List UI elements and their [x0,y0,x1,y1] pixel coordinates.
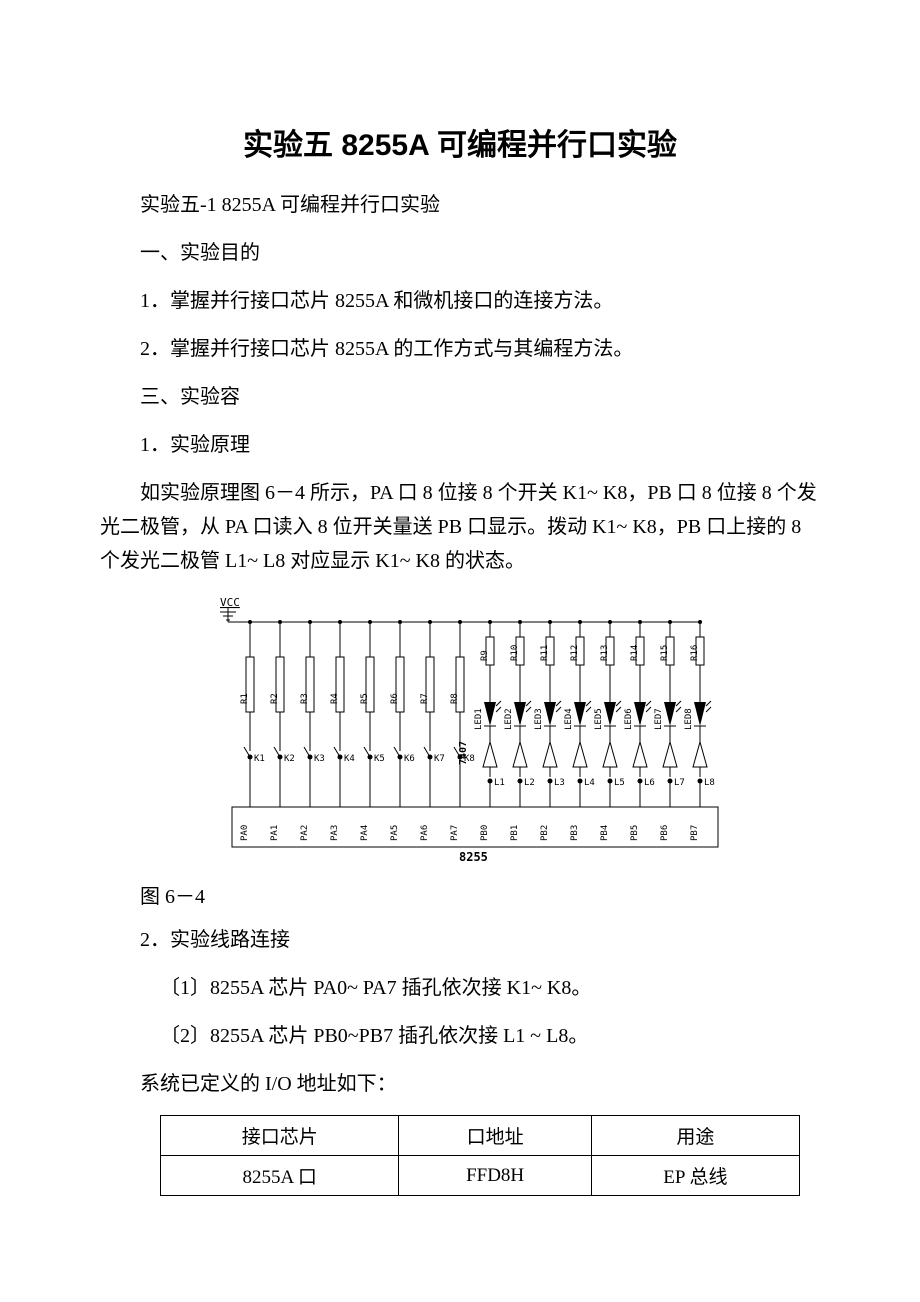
svg-text:R8: R8 [450,693,460,704]
io-address-table: 接口芯片 口地址 用途 8255A 口 FFD8H EP 总线 [160,1115,800,1196]
svg-text:7407: 7407 [458,741,469,765]
svg-text:PB7: PB7 [690,825,700,841]
io-address-intro: 系统已定义的 I/O 地址如下： [100,1067,820,1101]
svg-text:PB5: PB5 [630,825,640,841]
svg-text:PA3: PA3 [330,825,340,841]
svg-text:R9: R9 [480,650,490,661]
svg-text:K3: K3 [314,754,325,764]
svg-text:R6: R6 [390,693,400,704]
table-row: 8255A 口 FFD8H EP 总线 [161,1156,800,1196]
table-cell: EP 总线 [591,1156,799,1196]
svg-text:PA2: PA2 [300,825,310,841]
svg-text:PA4: PA4 [360,825,370,841]
subtitle: 实验五-1 8255A 可编程并行口实验 [100,188,820,222]
svg-text:LED7: LED7 [654,708,664,730]
svg-text:R13: R13 [600,645,610,661]
svg-text:R1: R1 [240,693,250,704]
svg-text:L5: L5 [614,778,625,788]
svg-text:LED6: LED6 [624,708,634,730]
svg-text:R2: R2 [270,693,280,704]
svg-text:LED2: LED2 [504,708,514,730]
svg-text:PA0: PA0 [240,825,250,841]
svg-text:LED3: LED3 [534,708,544,730]
svg-text:K7: K7 [434,754,445,764]
svg-text:PB4: PB4 [600,825,610,841]
svg-text:PB2: PB2 [540,825,550,841]
svg-text:PB6: PB6 [660,825,670,841]
figure-caption: 图 6－4 [100,880,820,909]
svg-text:K4: K4 [344,754,355,764]
principle-paragraph: 如实验原理图 6－4 所示，PA 口 8 位接 8 个开关 K1~ K8，PB … [100,476,820,578]
svg-text:R15: R15 [660,645,670,661]
svg-text:PB0: PB0 [480,825,490,841]
svg-text:L7: L7 [674,778,685,788]
table-header-row: 接口芯片 口地址 用途 [161,1116,800,1156]
heading-wiring: 2．实验线路连接 [100,923,820,957]
svg-text:PB1: PB1 [510,825,520,841]
page-title: 实验五 8255A 可编程并行口实验 [100,120,820,164]
table-cell: 8255A 口 [161,1156,399,1196]
svg-text:L2: L2 [524,778,535,788]
svg-text:K6: K6 [404,754,415,764]
svg-text:PA6: PA6 [420,825,430,841]
svg-text:R16: R16 [690,645,700,661]
content-item-1: 1．实验原理 [100,428,820,462]
svg-text:R12: R12 [570,645,580,661]
purpose-item-2: 2．掌握并行接口芯片 8255A 的工作方式与其编程方法。 [100,332,820,366]
svg-text:L8: L8 [704,778,715,788]
table-cell: FFD8H [399,1156,591,1196]
svg-text:L4: L4 [584,778,595,788]
wiring-item-1: 〔1〕8255A 芯片 PA0~ PA7 插孔依次接 K1~ K8。 [100,971,820,1005]
svg-text:PA1: PA1 [270,825,280,841]
svg-text:8255: 8255 [459,850,488,864]
svg-text:R4: R4 [330,693,340,704]
table-header-cell: 口地址 [399,1116,591,1156]
heading-purpose: 一、实验目的 [100,236,820,270]
svg-text:R11: R11 [540,645,550,661]
svg-text:K5: K5 [374,754,385,764]
purpose-item-1: 1．掌握并行接口芯片 8255A 和微机接口的连接方法。 [100,284,820,318]
svg-text:LED5: LED5 [594,708,604,730]
svg-text:R3: R3 [300,693,310,704]
svg-text:R5: R5 [360,693,370,704]
svg-text:R10: R10 [510,645,520,661]
svg-text:LED4: LED4 [564,708,574,730]
svg-text:K1: K1 [254,754,265,764]
heading-content: 三、实验容 [100,380,820,414]
svg-text:L1: L1 [494,778,505,788]
wiring-item-2: 〔2〕8255A 芯片 PB0~PB7 插孔依次接 L1 ~ L8。 [100,1019,820,1053]
svg-text:PA5: PA5 [390,825,400,841]
svg-text:R7: R7 [420,693,430,704]
svg-text:LED8: LED8 [684,708,694,730]
svg-text:L6: L6 [644,778,655,788]
svg-text:L3: L3 [554,778,565,788]
table-header-cell: 用途 [591,1116,799,1156]
svg-text:VCC: VCC [220,596,240,609]
table-header-cell: 接口芯片 [161,1116,399,1156]
svg-text:K2: K2 [284,754,295,764]
svg-text:R14: R14 [630,645,640,661]
svg-text:LED1: LED1 [474,708,484,730]
circuit-diagram: VCCR1K1R2K2R3K3R4K4R5K5R6K6R7K7R8K8R9LED… [200,592,820,872]
svg-text:PB3: PB3 [570,825,580,841]
svg-text:PA7: PA7 [450,825,460,841]
